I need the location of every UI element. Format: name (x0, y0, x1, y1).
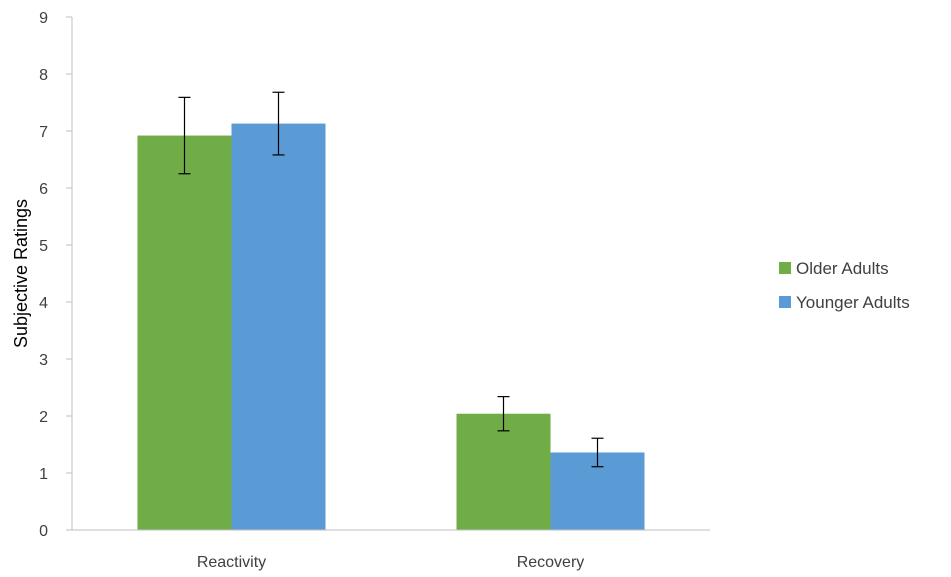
bars (137, 123, 645, 530)
x-axis-category-labels: Reactivity Recovery (197, 554, 584, 571)
x-category-label: Reactivity (197, 554, 266, 571)
y-tick-label: 8 (39, 67, 48, 84)
y-tick-label: 9 (39, 10, 48, 27)
y-tick-label: 1 (39, 466, 48, 483)
y-axis-ticks: 0 1 2 3 4 5 6 7 8 9 (39, 10, 72, 540)
y-tick-label: 5 (39, 238, 48, 255)
x-category-label: Recovery (517, 554, 585, 571)
legend-swatch (779, 296, 791, 308)
y-axis-title: Subjective Ratings (11, 199, 31, 348)
y-tick-label: 3 (39, 352, 48, 369)
bar-younger-adults-reactivity (231, 123, 326, 530)
y-tick-label: 2 (39, 409, 48, 426)
y-tick-label: 6 (39, 181, 48, 198)
y-tick-label: 4 (39, 295, 48, 312)
y-tick-label: 7 (39, 124, 48, 141)
legend-label: Younger Adults (796, 293, 910, 312)
legend-swatch (779, 262, 791, 274)
bar-older-adults-reactivity (137, 135, 232, 530)
legend-label: Older Adults (796, 259, 889, 278)
legend: Older Adults Younger Adults (779, 259, 910, 312)
error-bars (178, 91, 604, 468)
bar-older-adults-recovery (456, 413, 551, 530)
y-tick-label: 0 (39, 523, 48, 540)
